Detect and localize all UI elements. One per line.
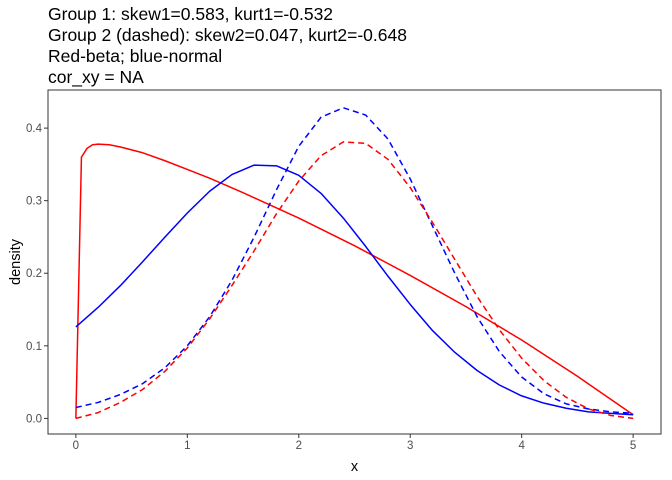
chart-title-block: Group 1: skew1=0.583, kurt1=-0.532 Group… [48, 4, 407, 88]
y-tick-label: 0.1 [26, 341, 42, 353]
x-tick-label: 4 [518, 440, 525, 452]
series-line-2-solid [75, 164, 634, 416]
series-line-1-solid [75, 143, 634, 419]
chart-title-line-4: cor_xy = NA [48, 67, 144, 87]
chart-title-line-1: Group 1: skew1=0.583, kurt1=-0.532 [48, 4, 334, 24]
x-axis-ticks: 0 1 2 3 4 5 [73, 434, 636, 452]
y-axis-title: density [8, 238, 24, 285]
x-tick-label: 2 [296, 440, 302, 452]
y-tick-label: 0.3 [26, 196, 42, 208]
x-tick-label: 5 [630, 440, 636, 452]
y-tick-label: 0.4 [26, 123, 43, 135]
y-tick-label: 0.0 [26, 413, 42, 425]
x-tick-label: 3 [407, 440, 413, 452]
series-line-3-dashed [75, 107, 634, 415]
y-tick-label: 0.2 [26, 268, 42, 280]
x-tick-label: 0 [73, 440, 79, 452]
x-tick-label: 1 [184, 440, 190, 452]
series-line-4-dashed [75, 141, 634, 420]
x-axis-title: x [351, 459, 359, 475]
series-layer [75, 107, 634, 420]
y-axis-ticks: 0.0 0.1 0.2 0.3 0.4 [26, 123, 48, 425]
plot-panel [47, 89, 662, 435]
chart-title-line-3: Red-beta; blue-normal [48, 46, 223, 66]
chart-title-line-2: Group 2 (dashed): skew2=0.047, kurt2=-0.… [48, 25, 407, 45]
